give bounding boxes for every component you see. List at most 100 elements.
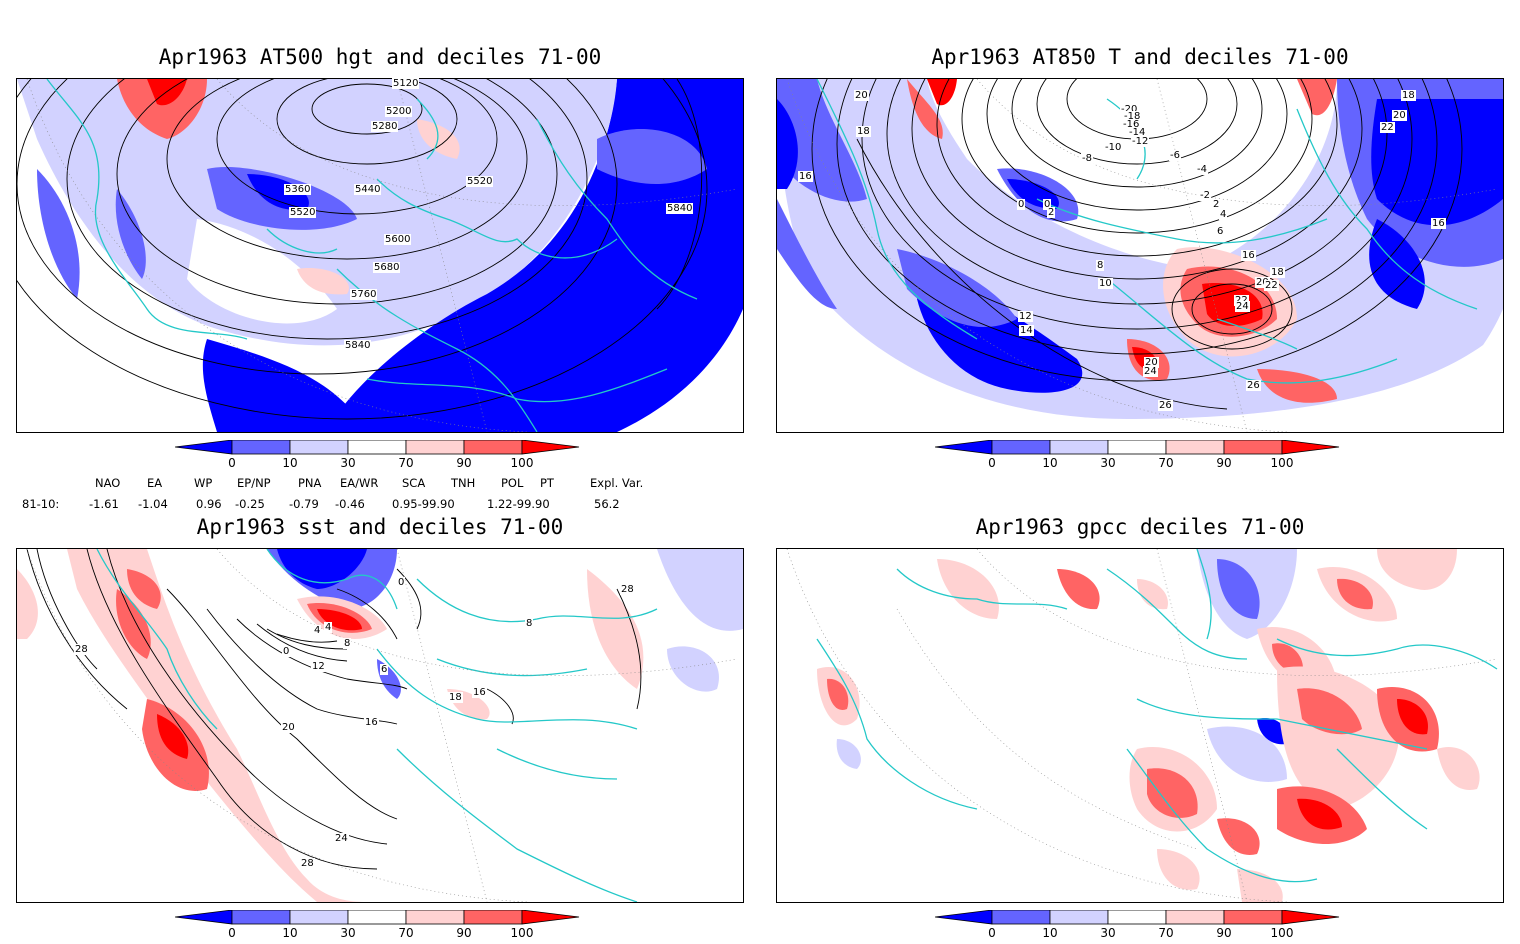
panel-title-sst: Apr1963 sst and deciles 71-00 <box>196 515 564 539</box>
shading-sst <box>17 549 743 902</box>
contour-label: -18 <box>1123 111 1142 122</box>
index-header: PNA <box>298 476 322 490</box>
colorbar-tick-label: 100 <box>1271 456 1294 470</box>
panel-title-gpcc: Apr1963 gpcc deciles 71-00 <box>975 515 1305 539</box>
coastlines-gpcc <box>816 549 1498 883</box>
colorbar-tick-label: 30 <box>1100 926 1115 940</box>
index-header: Expl. Var. <box>590 476 644 490</box>
colorbar-segment <box>231 439 291 455</box>
colorbar-tick-label: 0 <box>228 456 236 470</box>
index-header: POL <box>501 476 524 490</box>
panel-title-t850: Apr1963 AT850 T and deciles 71-00 <box>931 45 1349 69</box>
colorbar-tick-label: 90 <box>456 926 471 940</box>
index-header: NAO <box>95 476 121 490</box>
colorbar-segment <box>174 439 233 455</box>
contour-label: -14 <box>1128 127 1147 138</box>
map-t850 <box>776 78 1504 433</box>
colorbar-tick-label: 30 <box>340 926 355 940</box>
contour-label: 18 <box>448 692 463 703</box>
map-gpcc <box>776 548 1504 903</box>
colorbar-tick-label: 70 <box>1158 456 1173 470</box>
colorbar-segment <box>1223 909 1283 925</box>
contour-label: 24 <box>1235 301 1250 312</box>
contour-label: 16 <box>472 687 487 698</box>
colorbar-top-right: 0 10 30 70 90 100 <box>934 439 1347 476</box>
contour-label: 2 <box>1047 207 1056 218</box>
contour-label: -2 <box>1199 190 1211 201</box>
colorbar-segment <box>1223 439 1283 455</box>
indices-table: NAO EA WP EP/NP PNA EA/WR SCA TNH POL PT… <box>0 476 760 516</box>
contour-label: 8 <box>1096 260 1105 271</box>
index-header: WP <box>194 476 213 490</box>
index-header: EP/NP <box>237 476 271 490</box>
colorbar-segment <box>934 909 993 925</box>
contour-label: 5760 <box>350 289 378 300</box>
contour-label: 4 <box>1219 209 1228 220</box>
contour-label: 5280 <box>371 121 399 132</box>
colorbar-segment <box>405 439 465 455</box>
contour-label: 18 <box>1270 267 1285 278</box>
contour-label: 8 <box>525 618 534 629</box>
colorbar-segment <box>463 439 523 455</box>
contour-label: 5120 <box>392 78 420 89</box>
contours-sst <box>26 549 642 870</box>
colorbar-tick-label: 100 <box>511 926 534 940</box>
index-header: TNH <box>451 476 476 490</box>
panel-title-hgt500: Apr1963 AT500 hgt and deciles 71-00 <box>158 45 602 69</box>
contour-label: 26 <box>1246 380 1261 391</box>
map-sst <box>16 548 744 903</box>
contour-label: 20 <box>281 722 296 733</box>
contour-label: 5600 <box>384 234 412 245</box>
contour-label: -6 <box>1169 150 1181 161</box>
contour-label: 20 <box>1255 277 1270 288</box>
contour-label: 5360 <box>284 184 312 195</box>
contour-label: 8 <box>343 638 352 649</box>
colorbar-tick-label: 10 <box>282 926 297 940</box>
colorbar-segment <box>991 909 1051 925</box>
index-value: 0.96 <box>196 497 222 511</box>
contour-label: 22 <box>1264 280 1279 291</box>
colorbar-segment <box>1049 439 1109 455</box>
contour-label: 22 <box>1380 122 1395 133</box>
colorbar-segment <box>1049 909 1109 925</box>
graticule-hgt500 <box>26 79 738 432</box>
contour-label: 5840 <box>344 340 372 351</box>
colorbar-segment <box>347 439 407 455</box>
contours-hgt500 <box>17 79 708 420</box>
contours-t850 <box>811 79 1463 410</box>
contour-label: -8 <box>1081 153 1093 164</box>
contour-label: 20 <box>1144 357 1159 368</box>
colorbar-tick-label: 10 <box>1042 926 1057 940</box>
colorbar-tick-label: 0 <box>988 926 996 940</box>
colorbar-tick-label: 100 <box>511 456 534 470</box>
colorbar-segment <box>289 439 349 455</box>
colorbar-tick-label: 0 <box>988 456 996 470</box>
colorbar-tick-label: 10 <box>282 456 297 470</box>
colorbar-tick-label: 70 <box>398 926 413 940</box>
contour-label: 16 <box>1241 250 1256 261</box>
contour-label: 28 <box>300 858 315 869</box>
colorbar-segment <box>463 909 523 925</box>
colorbar-tick-label: 0 <box>228 926 236 940</box>
colorbar-tick-label: 70 <box>398 456 413 470</box>
colorbar-bottom-left: 0 10 30 70 90 100 <box>174 909 587 940</box>
contour-label: 4 <box>313 625 322 636</box>
contour-label: 20 <box>854 90 869 101</box>
colorbar-segment <box>1107 439 1167 455</box>
colorbar-segment <box>289 909 349 925</box>
colorbar-segment <box>991 439 1051 455</box>
colorbar-segment <box>1107 909 1167 925</box>
contour-label: 6 <box>380 664 389 675</box>
contour-label: 5840 <box>666 203 694 214</box>
index-value: 56.2 <box>594 497 620 511</box>
index-header: SCA <box>402 476 426 490</box>
colorbar-segment <box>521 909 580 925</box>
colorbar-tick-label: 70 <box>1158 926 1173 940</box>
contour-label: -20 <box>1120 104 1139 115</box>
contour-label: 24 <box>1143 366 1158 377</box>
contour-label: -10 <box>1104 142 1123 153</box>
contour-label: 12 <box>311 661 326 672</box>
colorbar-tick-label: 10 <box>1042 456 1057 470</box>
contour-label: 0 <box>397 577 406 588</box>
graticule-t850 <box>786 79 1498 432</box>
